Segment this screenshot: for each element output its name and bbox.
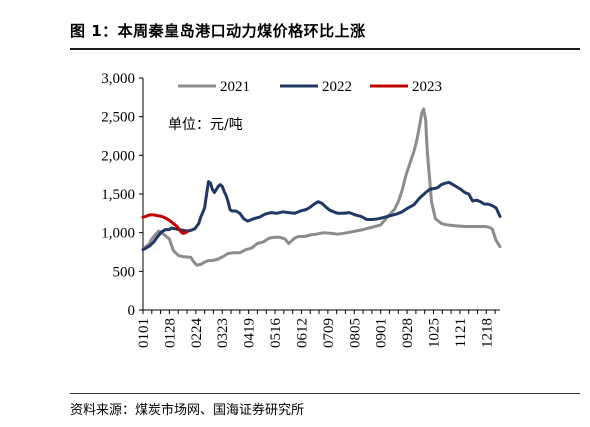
source-divider	[70, 393, 580, 394]
series-line-2021	[141, 107, 502, 267]
y-tick-label: 0	[128, 303, 136, 319]
legend: 2021 2022 2023	[178, 79, 442, 95]
y-tick-label: 2,500	[101, 110, 135, 126]
series-lines	[141, 107, 502, 267]
x-tick-label: 0612	[294, 318, 310, 348]
unit-label: 单位：元/吨	[168, 117, 243, 133]
y-tick-label: 500	[113, 264, 136, 280]
x-tick-label: 0128	[162, 318, 178, 348]
x-tick-label: 1218	[479, 318, 495, 348]
x-tick-label: 0224	[189, 318, 205, 349]
x-tick-label: 0419	[242, 318, 258, 348]
title-divider	[70, 48, 580, 50]
source-note: 资料来源：煤炭市场网、国海证券研究所	[70, 403, 305, 418]
x-tick-label: 0901	[374, 318, 390, 348]
y-tick-label: 3,000	[101, 71, 135, 87]
x-tick-label: 1025	[426, 318, 442, 348]
series-line-2022	[141, 180, 502, 252]
figure-title: 图 1：本周秦皇岛港口动力煤价格环比上涨	[70, 22, 366, 40]
legend-label-2021: 2021	[220, 79, 250, 95]
legend-label-2023: 2023	[412, 79, 442, 95]
legend-label-2022: 2022	[322, 79, 352, 95]
x-tick-label: 0805	[347, 318, 363, 348]
x-tick-label: 0323	[215, 318, 231, 348]
x-tick-label: 0928	[400, 318, 416, 348]
series-line-2023	[141, 213, 189, 235]
x-tick-label: 0516	[268, 318, 284, 349]
x-tick-label: 0101	[136, 318, 152, 348]
y-axis-ticks: 0 500 1,000 1,500 2,000 2,500 3,000	[101, 71, 143, 319]
y-tick-label: 1,000	[101, 226, 135, 242]
x-tick-label: 1121	[453, 318, 469, 347]
y-tick-label: 2,000	[101, 148, 135, 164]
x-axis-ticks: 0101 0128 0224 0323 0419 0516 0612 0709 0805 0901…	[136, 310, 496, 349]
y-tick-label: 1,500	[101, 187, 135, 203]
x-tick-label: 0709	[321, 318, 337, 348]
